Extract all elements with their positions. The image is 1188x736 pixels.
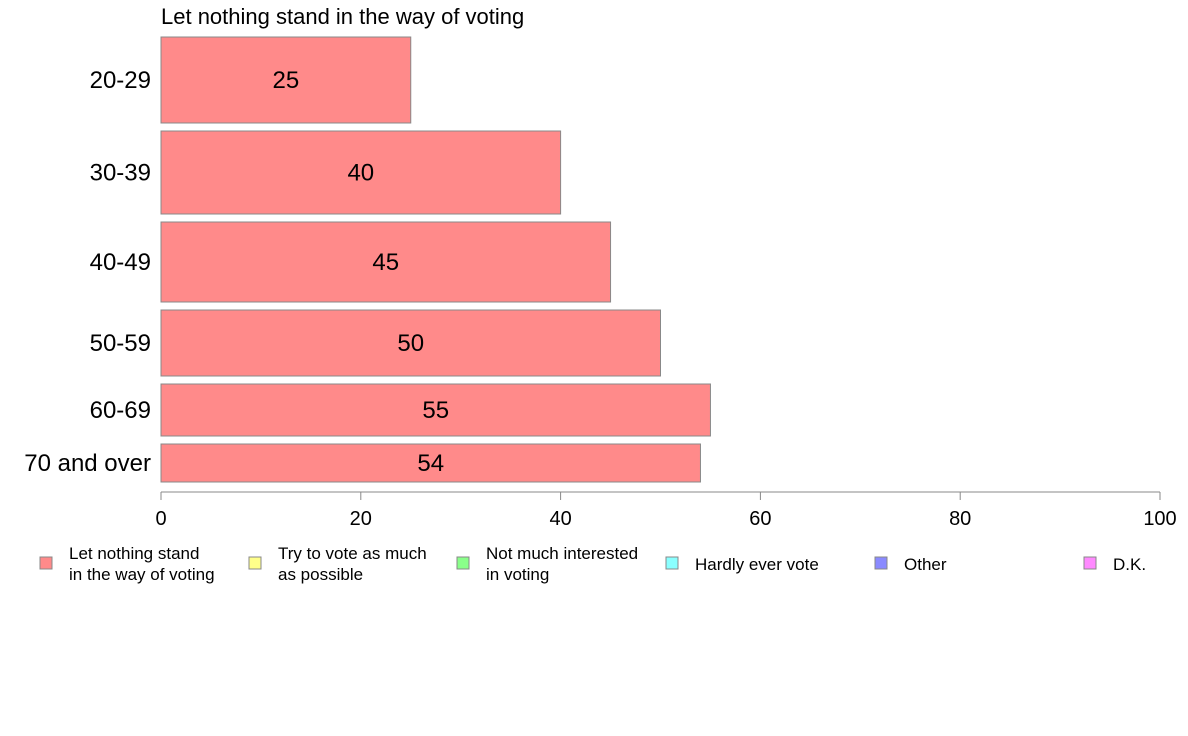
legend: Let nothing stand in the way of voting Try…	[39, 544, 1146, 584]
x-tick-label: 60	[749, 508, 771, 530]
bar-50-59	[160, 309, 661, 377]
x-tick-label: 40	[549, 508, 571, 530]
legend-label: Let nothing stand	[69, 544, 199, 563]
legend-label: as possible	[278, 565, 363, 584]
x-tick-label: 80	[949, 508, 971, 530]
legend-swatch	[248, 556, 262, 570]
bar-value-label: 50	[397, 330, 424, 357]
legend-item: Not much interested in voting	[456, 544, 638, 584]
bars-layer: 25 20-29 40 30-39 45 40-49 50 50-59 55 60-69 54 70 …	[24, 36, 711, 483]
legend-item: Try to vote as much as possible	[248, 544, 427, 584]
legend-item: D.K.	[1083, 555, 1146, 574]
legend-label: in voting	[486, 565, 549, 584]
bar-30-39	[160, 130, 562, 215]
bar-value-label: 54	[417, 450, 444, 477]
legend-label: Hardly ever vote	[695, 555, 819, 574]
x-tick-label: 20	[350, 508, 372, 530]
category-label: 30-39	[90, 160, 151, 187]
bar-60-69	[160, 383, 711, 437]
legend-item: Other	[874, 555, 947, 574]
legend-label: Other	[904, 555, 947, 574]
legend-item: Hardly ever vote	[665, 555, 819, 574]
legend-swatch	[1083, 556, 1097, 570]
legend-item: Let nothing stand in the way of voting	[39, 544, 215, 584]
category-label: 60-69	[90, 397, 151, 424]
category-label: 50-59	[90, 330, 151, 357]
category-label: 20-29	[90, 67, 151, 94]
bar-value-label: 45	[372, 249, 399, 276]
legend-swatch	[39, 556, 53, 570]
x-tick-label: 0	[155, 508, 166, 530]
legend-swatch	[665, 556, 679, 570]
bar-70-and-over	[160, 443, 701, 483]
bar-20-29	[160, 36, 412, 124]
x-tick-label: 100	[1143, 508, 1176, 530]
category-label: 40-49	[90, 249, 151, 276]
bar-value-label: 40	[347, 160, 374, 187]
bar-40-49	[160, 221, 612, 303]
legend-swatch	[456, 556, 470, 570]
legend-label: Not much interested	[486, 544, 638, 563]
category-label: 70 and over	[24, 450, 151, 477]
x-axis: 0 20 40 60 80 100	[155, 491, 1177, 530]
chart-title: Let nothing stand in the way of voting	[161, 4, 524, 29]
legend-swatch	[874, 556, 888, 570]
legend-label: D.K.	[1113, 555, 1146, 574]
legend-label: in the way of voting	[69, 565, 215, 584]
bar-value-label: 25	[273, 67, 300, 94]
legend-label: Try to vote as much	[278, 544, 427, 563]
bar-value-label: 55	[422, 397, 449, 424]
